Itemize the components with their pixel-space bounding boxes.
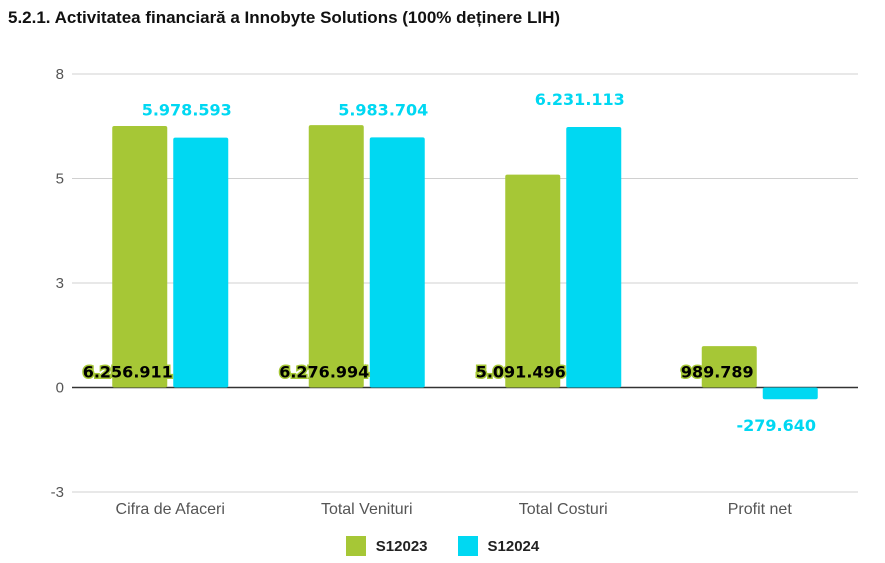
y-tick-label: 8: [56, 66, 64, 83]
data-label-s12023-1: 6.276.994: [279, 363, 369, 382]
data-label-s12023-3: 989.789: [681, 363, 754, 382]
bar-s12024-1: [369, 137, 425, 388]
bar-s12024-0: [173, 137, 229, 388]
data-label-s12024-3: -279.640: [736, 416, 816, 435]
category-label-2: Total Costuri: [519, 501, 608, 518]
bar-s12024-2: [566, 127, 622, 388]
legend-item-s12023: S12023: [345, 536, 428, 556]
data-label-s12023-0: 6.256.911: [83, 363, 173, 382]
chart-title: 5.2.1. Activitatea financiară a Innobyte…: [8, 8, 561, 27]
data-labels: 6.256.911 5.978.593 6.276.994 5.983.704 5.09…: [81, 90, 816, 435]
bar-s12023-0: [112, 125, 168, 388]
data-label-s12024-2: 6.231.113: [535, 90, 625, 109]
bar-s12023-2: [505, 174, 561, 388]
bar-s12023-1: [308, 125, 364, 388]
category-label-3: Profit net: [728, 501, 793, 518]
bar-s12024-3: [762, 387, 818, 400]
legend-swatch-s12023: [345, 536, 366, 556]
data-label-s12024-1: 5.983.704: [338, 100, 428, 119]
bar-chart: 8 5 3 0 -3 6.256.911 5.978.593 6.276.994 5.983.…: [51, 66, 858, 518]
bar-s12023-3: [701, 346, 757, 388]
y-axis-ticks: 8 5 3 0 -3: [51, 66, 64, 501]
y-tick-label: 5: [56, 171, 64, 188]
legend: S12023 S12024: [0, 534, 885, 558]
category-label-0: Cifra de Afaceri: [116, 501, 225, 518]
legend-item-s12024: S12024: [457, 536, 540, 556]
bars: [112, 125, 818, 400]
data-label-s12024-0: 5.978.593: [142, 101, 232, 120]
category-labels: Cifra de Afaceri Total Venituri Total Cost…: [116, 501, 793, 518]
legend-swatch-s12024: [457, 536, 478, 556]
y-tick-label: 3: [56, 275, 64, 292]
y-tick-label: -3: [51, 484, 64, 501]
y-tick-label: 0: [56, 380, 64, 397]
legend-label-s12023: S12023: [375, 537, 428, 555]
data-label-s12023-2: 5.091.496: [476, 363, 566, 382]
category-label-1: Total Venituri: [321, 501, 413, 518]
legend-label-s12024: S12024: [487, 537, 540, 555]
